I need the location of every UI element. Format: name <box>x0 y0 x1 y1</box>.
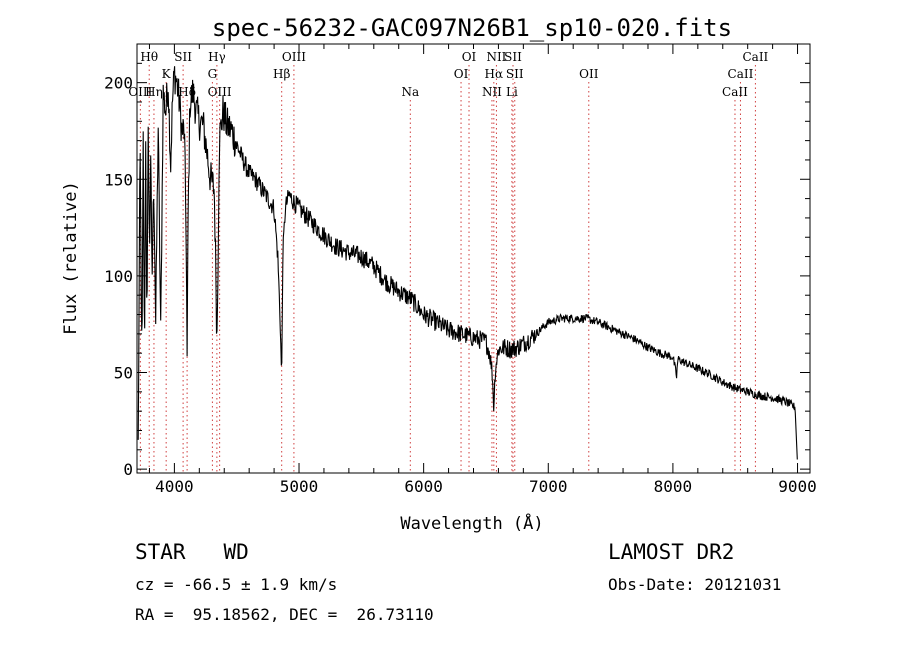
redshift-velocity: cz = -66.5 ± 1.9 km/s <box>135 575 338 594</box>
y-tick-label: 200 <box>104 74 133 93</box>
x-tick-label: 7000 <box>529 477 568 496</box>
line-label: SII <box>174 50 192 64</box>
line-label: CaII <box>728 67 754 81</box>
chart-title: spec-56232-GAC097N26B1_sp10-020.fits <box>212 14 732 42</box>
observation-date: Obs-Date: 20121031 <box>608 575 782 594</box>
y-tick-label: 150 <box>104 170 133 189</box>
line-label: Li <box>506 85 518 99</box>
line-label: NII <box>482 85 502 99</box>
line-label: OIII <box>208 85 232 99</box>
line-label: CaII <box>742 50 768 64</box>
line-label: OIII <box>282 50 306 64</box>
x-tick-label: 4000 <box>155 477 194 496</box>
line-label: CaII <box>722 85 748 99</box>
line-label: Hα <box>485 67 504 81</box>
y-axis-label: Flux (relative) <box>61 181 81 335</box>
spectrum-line <box>137 66 798 460</box>
x-axis-label: Wavelength (Å) <box>400 512 543 534</box>
line-label: NII <box>486 50 506 64</box>
line-labels: HθOIIIHηKSIIHδHγGOIIIOIIIHβNaOIOINIISIIH… <box>128 50 768 99</box>
coordinates: RA = 95.18562, DEC = 26.73110 <box>135 605 434 624</box>
line-label: Hη <box>145 85 163 99</box>
line-label: OIII <box>128 85 152 99</box>
y-tick-label: 0 <box>123 460 133 479</box>
axis-ticks: 4000 5000 6000 7000 8000 9000 0 50 100 150 200 <box>104 44 817 496</box>
x-tick-label: 5000 <box>280 477 319 496</box>
line-label: SII <box>504 50 522 64</box>
line-label: Hγ <box>208 50 226 64</box>
x-tick-label: 9000 <box>778 477 817 496</box>
line-label: Na <box>401 85 419 99</box>
line-label: OI <box>454 67 469 81</box>
object-class: STAR WD <box>135 540 249 564</box>
line-label: G <box>208 67 218 81</box>
x-tick-label: 8000 <box>654 477 693 496</box>
survey-name: LAMOST DR2 <box>608 540 735 564</box>
line-label: SII <box>506 67 524 81</box>
line-label: OI <box>462 50 477 64</box>
x-tick-label: 6000 <box>404 477 443 496</box>
line-label: Hθ <box>140 50 158 64</box>
line-label: OII <box>579 67 599 81</box>
y-tick-label: 50 <box>114 364 133 383</box>
line-label: K <box>162 67 172 81</box>
line-label: Hβ <box>273 67 290 81</box>
plot-frame <box>136 43 811 474</box>
line-label: Hδ <box>178 85 196 99</box>
y-tick-label: 100 <box>104 267 133 286</box>
